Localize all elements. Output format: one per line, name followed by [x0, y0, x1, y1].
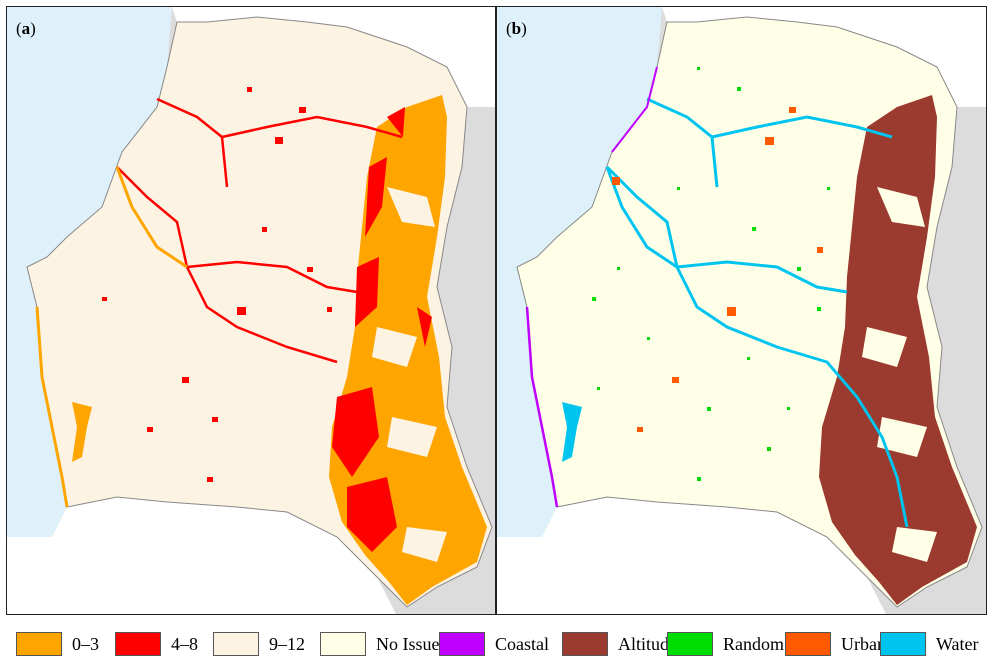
sea-south: [7, 267, 67, 537]
rivers-red: [116, 97, 403, 364]
valleys-cream: [372, 187, 447, 562]
legend-swatch: [439, 632, 485, 656]
legend-swatch: [320, 632, 366, 656]
legend-item-urban: Urban: [785, 632, 886, 656]
legend-label: 4–8: [171, 633, 198, 654]
legend-item-4-8: 4–8: [115, 632, 198, 656]
panel-label-b: (b): [506, 19, 527, 38]
legend-item-water: Water: [880, 632, 979, 656]
legend-item-random: Random: [667, 632, 784, 656]
legend-label: Coastal: [495, 633, 549, 654]
legend-swatch: [115, 632, 161, 656]
rivers-water: [605, 97, 909, 528]
legend-label: Altitude: [618, 633, 677, 654]
legend-swatch: [562, 632, 608, 656]
land-south-white: [497, 497, 886, 614]
legend-label: Water: [936, 633, 979, 654]
sea-south: [497, 267, 557, 537]
legend-label: Urban: [841, 633, 886, 654]
mountain-red-pattern: [332, 107, 432, 552]
panel-label-a: (a): [16, 19, 36, 38]
legend-swatch: [213, 632, 259, 656]
legend-label: Random: [723, 633, 784, 654]
map-a-svg: [7, 7, 495, 614]
sea: [7, 7, 172, 277]
sea: [497, 7, 662, 277]
legend-label: No Issue: [376, 633, 440, 654]
legend-swatch: [667, 632, 713, 656]
legend: 0–3 4–8 9–12 No Issue Coastal Altitude R…: [0, 618, 993, 662]
legend-swatch: [785, 632, 831, 656]
map-panel-a: (a): [6, 6, 496, 615]
legend-item-no-issue: No Issue: [320, 632, 440, 656]
lake-water: [562, 402, 582, 462]
land-south-white: [7, 497, 396, 614]
legend-swatch: [880, 632, 926, 656]
coastal-line: [525, 306, 559, 508]
urban-spots: [612, 107, 823, 432]
legend-swatch: [16, 632, 62, 656]
legend-item-coastal: Coastal: [439, 632, 549, 656]
scattered-red: [102, 87, 332, 482]
land-north-white: [172, 7, 495, 107]
map-panel-b: (b): [496, 6, 987, 615]
valleys-b: [862, 187, 937, 562]
coast-orange: [35, 166, 188, 508]
coastal-north: [611, 66, 658, 153]
legend-label: 9–12: [269, 633, 305, 654]
legend-item-0-3: 0–3: [16, 632, 99, 656]
map-b-svg: [497, 7, 986, 614]
legend-item-altitude: Altitude: [562, 632, 677, 656]
lake-orange: [72, 402, 92, 462]
legend-item-9-12: 9–12: [213, 632, 305, 656]
random-spots: [592, 67, 830, 481]
land-north-white: [662, 7, 986, 107]
legend-label: 0–3: [72, 633, 99, 654]
